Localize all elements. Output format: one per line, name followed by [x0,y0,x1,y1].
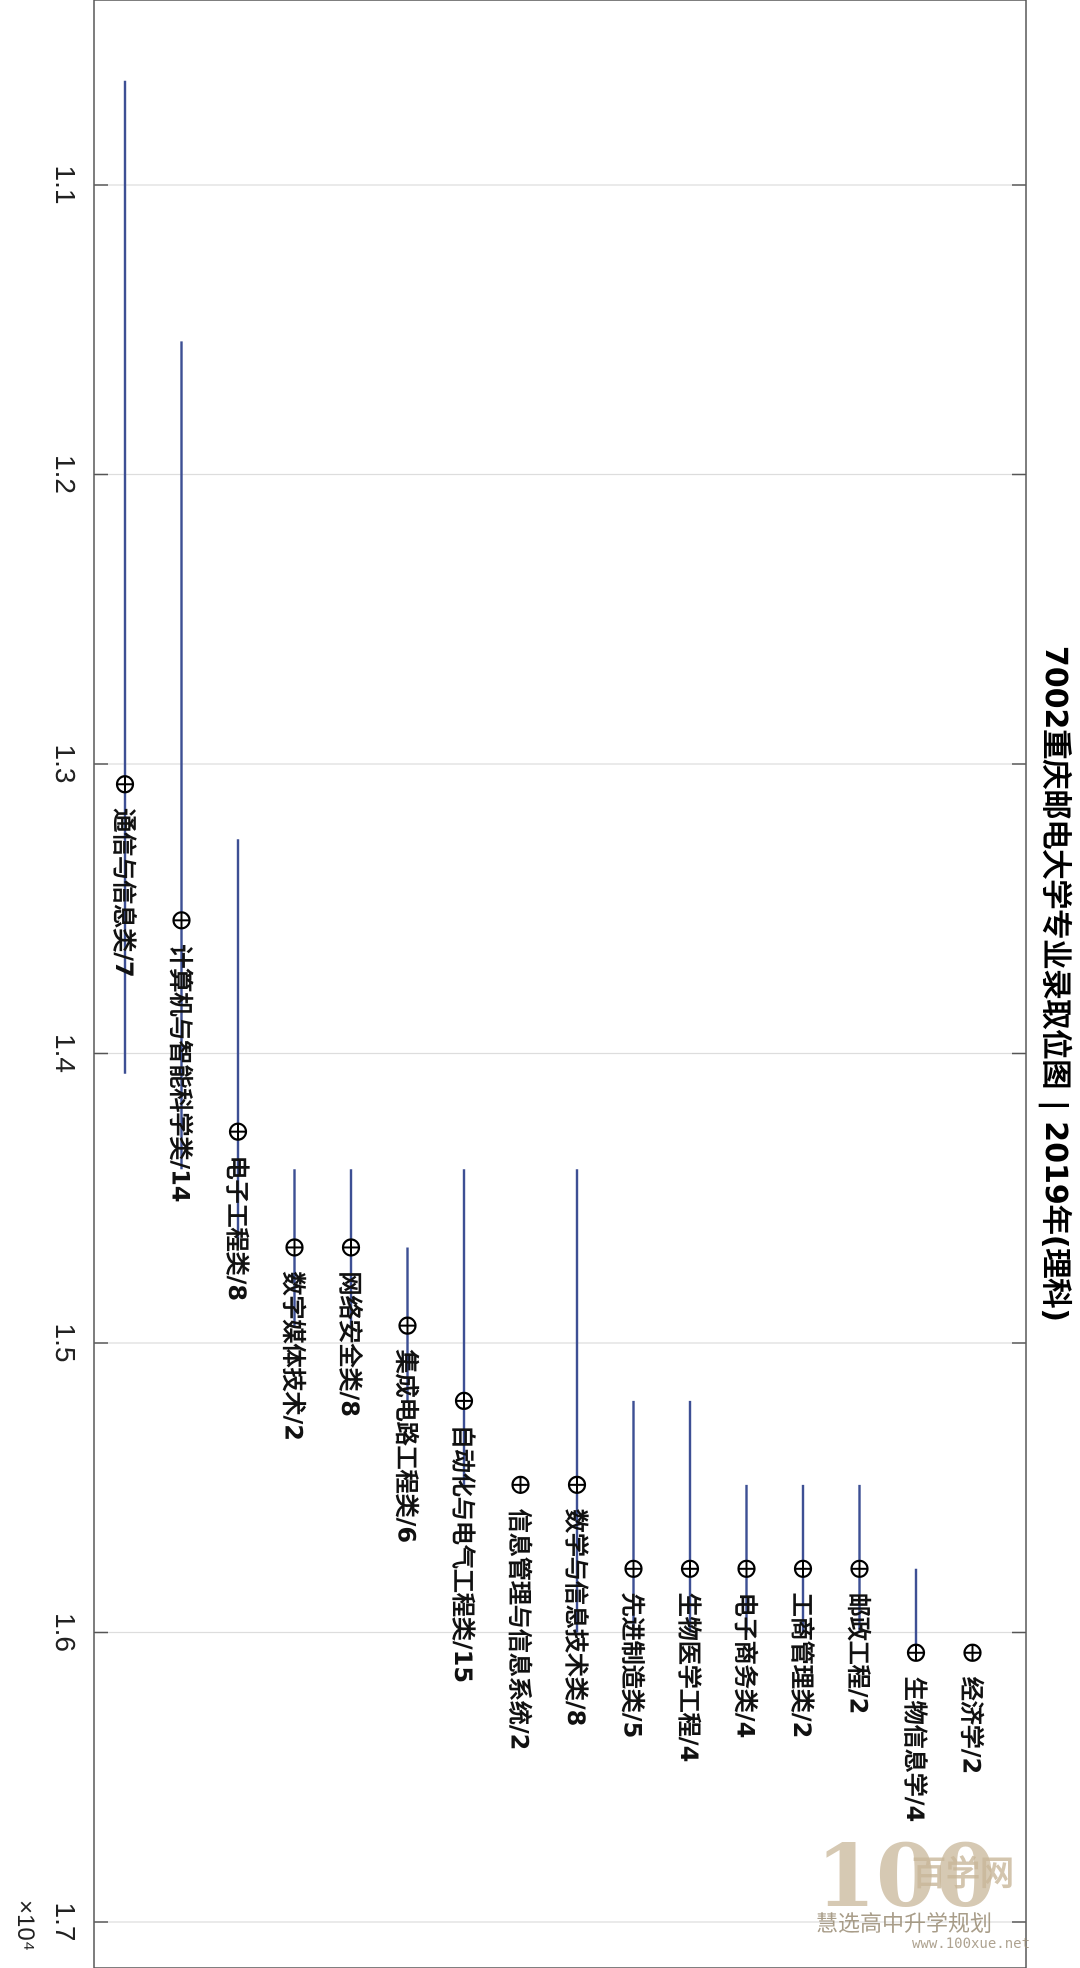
category-label: 自动化与电气工程类/15 [449,1425,477,1683]
range-bars [123,80,918,1653]
category-label: 集成电路工程类/6 [393,1349,421,1543]
axis-exponent: ×10⁴ [12,1900,39,1951]
median-marker [680,1559,700,1578]
category-label: 生物医学工程/4 [675,1593,703,1762]
median-marker [567,1475,587,1494]
tick-label: 1.7 [50,1903,81,1942]
tick-label: 1.5 [50,1324,81,1363]
category-label: 电子工程类/8 [223,1156,251,1301]
tick-label: 1.3 [50,745,81,784]
tick-label: 1.2 [50,455,81,494]
median-marker [511,1475,530,1494]
median-marker [454,1391,474,1411]
category-label: 计算机与智能科学类/14 [167,944,195,1202]
category-label: 生物信息学/4 [901,1677,929,1822]
watermark-subtitle: 慧选高中升学规划 [816,1912,993,1937]
tick-label: 1.1 [50,166,81,205]
watermark-number: 100 [816,1826,996,1927]
chart-title-group: 7002重庆邮电大学专业录取位图 | 2019年(理科) [1038,646,1073,1322]
category-label: 先进制造类/5 [619,1593,647,1738]
category-label: 数字媒体技术/2 [280,1271,308,1440]
tick-label: 1.4 [50,1034,81,1073]
axis-exponent-group: ×10⁴ [12,1900,39,1951]
watermark-logo: 100 百学网 慧选高中升学规划 www.100xue.net [816,1834,1066,1954]
median-marker [737,1559,756,1578]
category-label: 电子商务类/4 [732,1593,760,1738]
median-marker [398,1316,417,1335]
median-marker [850,1559,869,1578]
median-marker [115,775,135,794]
category-labels: 通信与信息类/7 计算机与智能科学类/14 电子工程类/8 数字媒体技术/2 网络安全类… [110,808,986,1822]
median-marker [341,1238,361,1257]
axis-ticks: 1.1 1.2 1.3 1.4 1.5 1.6 1.7 [50,166,1026,1942]
category-label: 数学与信息技术类/8 [562,1509,590,1726]
category-label: 邮政工程/2 [845,1593,873,1714]
category-label: 经济学/2 [958,1677,986,1774]
plot-frame [93,0,1027,1968]
watermark-brand: 百学网 [912,1854,1014,1894]
median-marker [906,1643,926,1662]
tick-label: 1.6 [50,1613,81,1652]
median-marker [172,911,191,930]
watermark-url: www.100xue.net [912,1936,1031,1952]
median-marker [624,1559,643,1578]
median-markers [115,775,982,1662]
grid-lines [94,184,1026,1923]
median-marker [793,1559,813,1578]
category-label: 网络安全类/8 [336,1271,364,1416]
chart-title: 7002重庆邮电大学专业录取位图 | 2019年(理科) [1038,646,1073,1322]
median-marker [285,1238,304,1257]
category-label: 通信与信息类/7 [110,808,138,977]
category-label: 工商管理类/2 [788,1593,816,1738]
median-marker [228,1122,248,1141]
median-marker [963,1643,982,1662]
category-label: 信息管理与信息系统/2 [506,1509,534,1750]
